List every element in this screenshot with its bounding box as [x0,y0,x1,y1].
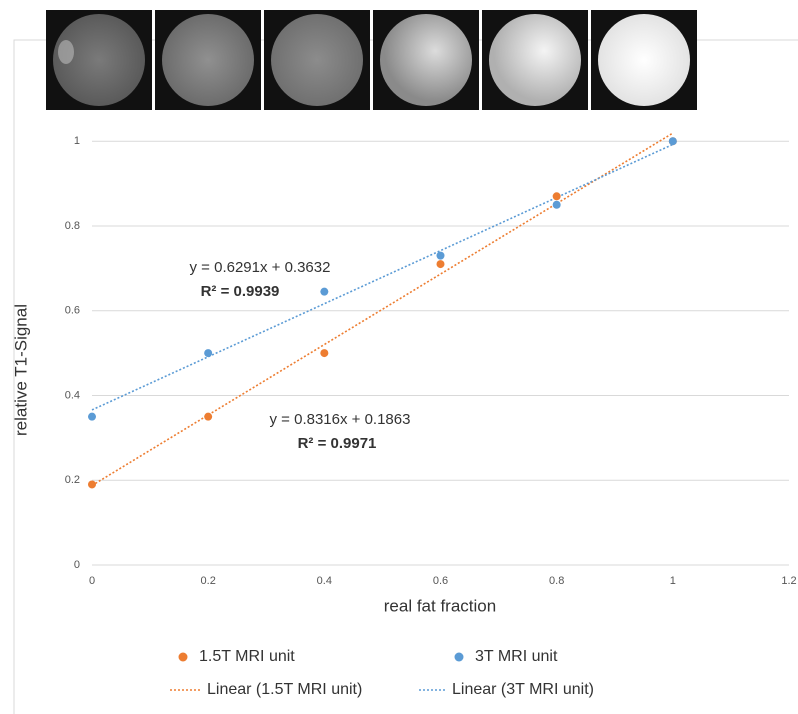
trendline [92,133,673,485]
point [553,201,561,209]
point [204,349,212,357]
legend-label: Linear (3T MRI unit) [452,681,594,698]
chart: real fat fraction relative T1-Signal y =… [0,0,798,714]
y-tick-label: 1 [74,135,80,147]
point [88,480,96,488]
x-tick-label: 0 [89,575,95,587]
point [88,413,96,421]
point [320,349,328,357]
y-tick-label: 0.4 [65,389,80,401]
trendline [92,144,673,409]
y-tick-label: 0 [74,559,80,571]
x-tick-label: 0.6 [433,575,448,587]
x-tick-label: 0.4 [317,575,332,587]
legend-label: 1.5T MRI unit [199,648,295,665]
legend-marker [179,653,188,662]
x-axis-label: real fat fraction [384,596,496,615]
equation: y = 0.8316x + 0.1863 [270,411,411,428]
y-axis-label: relative T1-Signal [11,304,30,436]
point [437,260,445,268]
y-tick-label: 0.8 [65,220,80,232]
x-tick-label: 1.2 [781,575,796,587]
legend-label: Linear (1.5T MRI unit) [207,681,362,698]
r-squared: R² = 0.9971 [298,435,377,452]
equation: y = 0.6291x + 0.3632 [190,259,331,276]
point [553,192,561,200]
r-squared: R² = 0.9939 [201,283,280,300]
phantom-images [46,10,697,110]
point [320,288,328,296]
legend-marker [455,653,464,662]
point [669,137,677,145]
x-tick-label: 0.8 [549,575,564,587]
x-tick-label: 0.2 [201,575,216,587]
legend-label: 3T MRI unit [475,648,558,665]
point [204,413,212,421]
y-tick-label: 0.6 [65,305,80,317]
x-tick-label: 1 [670,575,676,587]
point [437,252,445,260]
y-tick-label: 0.2 [65,474,80,486]
